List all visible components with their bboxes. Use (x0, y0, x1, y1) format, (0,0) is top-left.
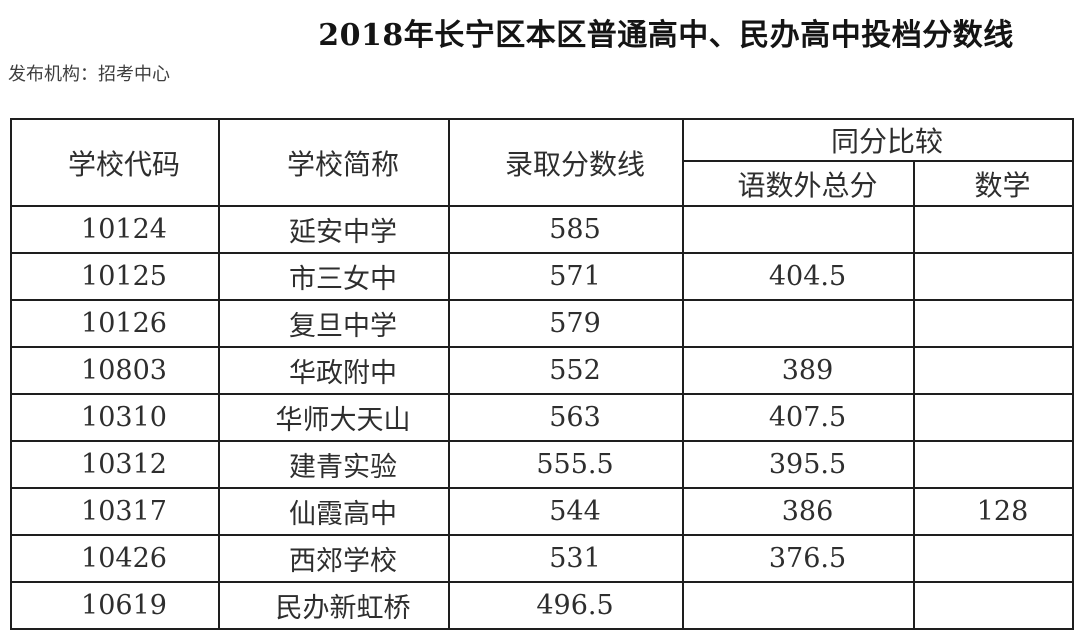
cell-admission-line: 585 (448, 205, 684, 254)
table-row: 10124 延安中学 585 (10, 205, 1075, 254)
table-row: 10317 仙霞高中 544 386 128 (10, 487, 1075, 536)
table-row: 10803 华政附中 552 389 (10, 346, 1075, 395)
score-table: 学校代码 学校简称 录取分数线 同分比较 语数外总分 数学 10124 延安中学… (10, 118, 1075, 630)
header-school-code: 学校代码 (10, 118, 220, 207)
cell-school-name: 市三女中 (218, 252, 450, 301)
cell-admission-line: 544 (448, 487, 684, 536)
cell-school-code: 10312 (10, 440, 220, 489)
cell-cme-total: 386 (682, 487, 915, 536)
cell-admission-line: 552 (448, 346, 684, 395)
cell-admission-line: 555.5 (448, 440, 684, 489)
cell-school-name: 西郊学校 (218, 534, 450, 583)
header-cme-total: 语数外总分 (682, 160, 915, 207)
table-body: 10124 延安中学 585 10125 市三女中 571 404.5 1012… (10, 205, 1075, 630)
page-title: 2018年长宁区本区普通高中、民办高中投档分数线 (318, 18, 1014, 53)
cell-school-code: 10125 (10, 252, 220, 301)
table-row: 10426 西郊学校 531 376.5 (10, 534, 1075, 583)
header-math: 数学 (912, 160, 1075, 207)
table-row: 10310 华师大天山 563 407.5 (10, 393, 1075, 442)
header-row-top: 学校代码 学校简称 录取分数线 同分比较 (10, 118, 1075, 207)
cell-school-code: 10803 (10, 346, 220, 395)
cell-cme-total: 395.5 (682, 440, 915, 489)
table-row: 10125 市三女中 571 404.5 (10, 252, 1075, 301)
table-row: 10126 复旦中学 579 (10, 299, 1075, 348)
cell-cme-total (682, 299, 915, 348)
cell-school-name: 华政附中 (218, 346, 450, 395)
cell-math (912, 440, 1075, 489)
header-tie-break-group: 同分比较 (681, 118, 1075, 162)
cell-cme-total: 407.5 (682, 393, 915, 442)
cell-math (912, 252, 1075, 301)
cell-math (912, 534, 1075, 583)
cell-admission-line: 571 (448, 252, 684, 301)
cell-math (912, 393, 1075, 442)
cell-school-name: 民办新虹桥 (218, 581, 450, 630)
cell-school-code: 10619 (10, 581, 220, 630)
cell-school-name: 复旦中学 (218, 299, 450, 348)
cell-school-code: 10310 (10, 393, 220, 442)
cell-cme-total (682, 205, 915, 254)
cell-school-name: 延安中学 (218, 205, 450, 254)
header-school-name: 学校简称 (218, 118, 450, 207)
cell-math (912, 205, 1075, 254)
cell-math: 128 (912, 487, 1075, 536)
cell-admission-line: 496.5 (448, 581, 684, 630)
cell-school-name: 华师大天山 (218, 393, 450, 442)
cell-admission-line: 563 (448, 393, 684, 442)
cell-admission-line: 579 (448, 299, 684, 348)
cell-math (912, 299, 1075, 348)
cell-cme-total: 389 (682, 346, 915, 395)
cell-cme-total (682, 581, 915, 630)
cell-cme-total: 404.5 (682, 252, 915, 301)
cell-math (912, 346, 1075, 395)
cell-school-code: 10317 (10, 487, 220, 536)
cell-school-code: 10126 (10, 299, 220, 348)
cell-school-name: 仙霞高中 (218, 487, 450, 536)
cell-school-name: 建青实验 (218, 440, 450, 489)
table-row: 10312 建青实验 555.5 395.5 (10, 440, 1075, 489)
cell-admission-line: 531 (448, 534, 684, 583)
header-row-sub: 语数外总分 数学 (11, 160, 1075, 207)
cell-school-code: 10426 (10, 534, 220, 583)
cell-school-code: 10124 (10, 205, 220, 254)
publisher-label: 发布机构：招考中心 (8, 64, 170, 85)
header-admission-line: 录取分数线 (448, 118, 684, 207)
table-header: 学校代码 学校简称 录取分数线 同分比较 语数外总分 数学 (10, 118, 1075, 207)
table-row: 10619 民办新虹桥 496.5 (10, 581, 1075, 630)
cell-math (912, 581, 1075, 630)
cell-cme-total: 376.5 (682, 534, 915, 583)
